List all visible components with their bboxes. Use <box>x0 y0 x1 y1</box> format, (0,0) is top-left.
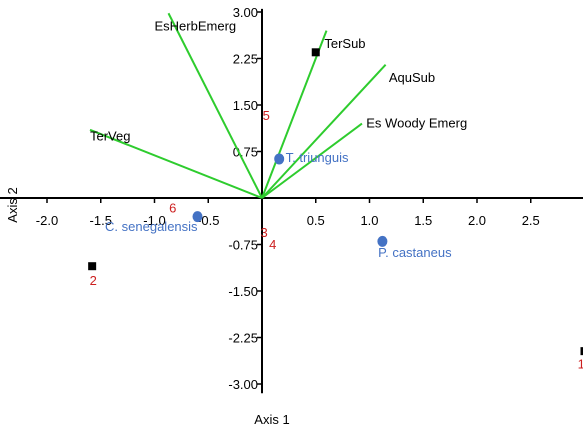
vector-label: AquSub <box>389 70 435 85</box>
species-label: P. castaneus <box>378 245 452 260</box>
x-tick-label: 2.0 <box>468 213 486 228</box>
y-tick-label: -0.75 <box>228 238 258 253</box>
y-tick-label: 3.00 <box>233 5 258 20</box>
y-axis-title: Axis 2 <box>5 187 20 222</box>
site-marker <box>88 262 96 270</box>
x-axis-title: Axis 1 <box>254 412 289 427</box>
species-label: T. triunguis <box>286 150 349 165</box>
x-tick-label: 1.0 <box>360 213 378 228</box>
vector-line <box>262 65 386 198</box>
y-tick-label: -3.00 <box>228 377 258 392</box>
species-point <box>274 153 284 164</box>
y-tick-label: 1.50 <box>233 98 258 113</box>
site-label: 3 <box>261 225 268 240</box>
y-tick-label: -2.25 <box>228 331 258 346</box>
site-label: 1 <box>578 357 583 372</box>
y-tick-label: -1.50 <box>228 284 258 299</box>
species-label: C. senegalensis <box>105 219 198 234</box>
x-tick-label: 2.5 <box>522 213 540 228</box>
site-label: 6 <box>169 200 176 215</box>
x-tick-label: -2.0 <box>36 213 58 228</box>
site-label: 5 <box>263 108 270 123</box>
vector-label: TerSub <box>324 36 365 51</box>
site-label: 2 <box>90 273 97 288</box>
x-tick-label: 1.5 <box>414 213 432 228</box>
site-marker <box>312 48 320 56</box>
x-tick-label: 0.5 <box>307 213 325 228</box>
vector-label: TerVeg <box>90 128 130 143</box>
vector-label: Es Woody Emerg <box>366 115 467 130</box>
site-label: 4 <box>269 237 276 252</box>
y-tick-label: 2.25 <box>233 52 258 67</box>
vector-label: EsHerbEmerg <box>155 19 237 34</box>
